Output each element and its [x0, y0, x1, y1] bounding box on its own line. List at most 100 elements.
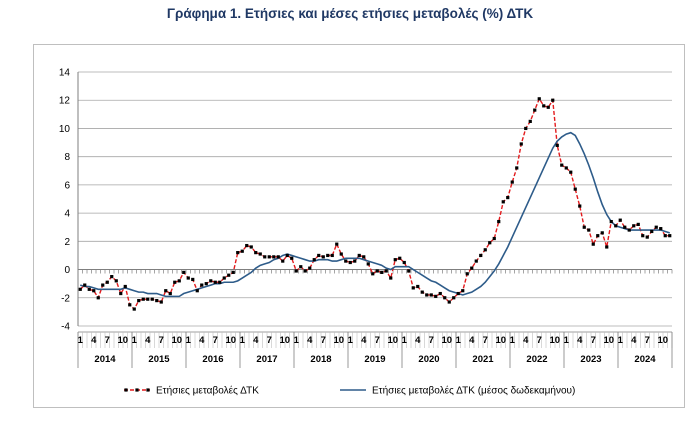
y-tick-label: 8: [64, 152, 70, 163]
series-point: [128, 303, 132, 307]
month-tick-label: 10: [603, 335, 614, 346]
y-tick-label: 10: [59, 124, 71, 135]
month-tick-label: 7: [105, 335, 110, 346]
series-point: [96, 296, 100, 300]
legend: Ετήσιες μεταβολές ΔΤΚ Ετήσιες μεταβολές Δ…: [124, 385, 575, 397]
series-point: [204, 282, 208, 286]
month-tick-label: 4: [253, 335, 259, 346]
series-point: [258, 252, 262, 256]
series-point: [636, 222, 640, 226]
series-point: [393, 258, 397, 262]
y-tick-label: 2: [64, 237, 70, 248]
series-point: [447, 300, 451, 304]
series-point: [483, 248, 487, 252]
series-point: [470, 266, 474, 270]
series-point: [560, 163, 564, 167]
series-point: [191, 277, 195, 282]
series-point: [173, 280, 177, 284]
month-tick-label: 10: [441, 335, 452, 346]
series-point: [321, 255, 325, 259]
month-tick-label: 10: [279, 335, 290, 346]
y-tick-label: 0: [64, 265, 70, 276]
series-point: [137, 299, 141, 303]
series-point: [537, 97, 541, 101]
month-tick-label: 7: [267, 335, 272, 346]
series-point: [101, 283, 105, 287]
series-point: [357, 253, 361, 258]
month-tick-label: 1: [348, 335, 354, 346]
month-tick-label: 10: [117, 335, 128, 346]
month-tick-label: 10: [387, 335, 398, 346]
series-point: [353, 259, 357, 263]
y-tick-label: -4: [61, 322, 70, 333]
series-point: [573, 187, 577, 191]
series-point: [519, 142, 523, 146]
year-tick-label: 2018: [310, 354, 331, 365]
year-tick-label: 2017: [256, 354, 277, 365]
series-point: [299, 265, 303, 269]
series-point: [506, 195, 510, 200]
series-point: [402, 260, 406, 265]
month-tick-label: 7: [429, 335, 434, 346]
series-point: [623, 225, 627, 229]
series-point: [249, 245, 253, 249]
legend-label-average: Ετήσιες μεταβολές ΔΤΚ (μέσος δωδεκαμήνου…: [372, 385, 575, 397]
series-point: [380, 270, 384, 274]
month-tick-label: 1: [294, 335, 300, 346]
month-tick-label: 10: [657, 335, 668, 346]
month-tick-label: 10: [549, 335, 560, 346]
series-point: [267, 255, 271, 259]
month-tick-label: 4: [631, 335, 637, 346]
series-point: [429, 293, 433, 297]
month-tick-label: 1: [510, 335, 516, 346]
legend-swatch-marker: [124, 388, 128, 392]
legend-swatch-marker: [135, 388, 139, 392]
series-point: [254, 251, 258, 255]
series-point: [164, 289, 168, 293]
year-tick-label: 2020: [418, 354, 439, 365]
series-point: [362, 255, 366, 259]
series-line-average: [80, 131, 670, 298]
series-point: [420, 290, 424, 294]
series-markers: [78, 97, 672, 311]
month-tick-label: 1: [186, 335, 192, 346]
series-point: [290, 256, 294, 260]
month-tick-label: 4: [199, 335, 205, 346]
series-point: [618, 218, 622, 222]
series-point: [177, 279, 181, 283]
month-tick-label: 4: [577, 335, 583, 346]
month-tick-label: 7: [321, 335, 326, 346]
month-tick-label: 10: [495, 335, 506, 346]
series-point: [569, 170, 573, 174]
series-point: [326, 253, 330, 258]
series-point: [200, 283, 204, 287]
series-point: [87, 287, 91, 291]
series-point: [533, 108, 537, 112]
series-point: [218, 280, 222, 284]
series-point: [555, 143, 559, 147]
series-point: [542, 104, 546, 108]
series-point: [114, 279, 118, 283]
series-point: [110, 275, 114, 279]
year-tick-label: 2024: [634, 354, 656, 365]
series-point: [371, 272, 375, 276]
month-tick-label: 1: [402, 335, 408, 346]
series-point: [546, 105, 550, 109]
year-tick-label: 2014: [94, 354, 116, 365]
series-point: [456, 291, 460, 296]
legend-swatch-marker: [146, 388, 150, 392]
chart-frame: [33, 44, 685, 408]
series-point: [528, 119, 532, 123]
series-point: [582, 225, 586, 229]
series-point: [263, 255, 267, 259]
y-tick-label: 4: [64, 209, 70, 220]
series-point: [407, 269, 411, 273]
series-point: [294, 269, 298, 273]
month-tick-label: 10: [171, 335, 182, 346]
series-point: [452, 296, 456, 300]
series-point: [213, 280, 217, 284]
series-point: [600, 231, 604, 235]
series-point: [141, 297, 145, 301]
series-point: [650, 229, 654, 234]
